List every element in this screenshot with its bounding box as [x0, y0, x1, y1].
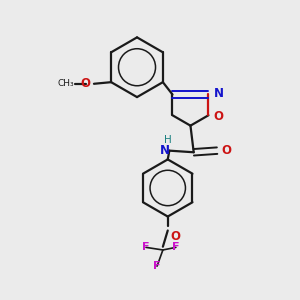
Text: O: O: [221, 144, 231, 157]
Text: F: F: [142, 242, 150, 252]
Text: H: H: [164, 136, 172, 146]
Text: O: O: [80, 76, 90, 90]
Text: F: F: [153, 261, 161, 271]
Text: F: F: [172, 242, 180, 252]
Text: N: N: [214, 87, 224, 100]
Text: O: O: [170, 230, 180, 244]
Text: N: N: [160, 144, 170, 157]
Text: O: O: [213, 110, 223, 123]
Text: CH₃: CH₃: [57, 79, 74, 88]
